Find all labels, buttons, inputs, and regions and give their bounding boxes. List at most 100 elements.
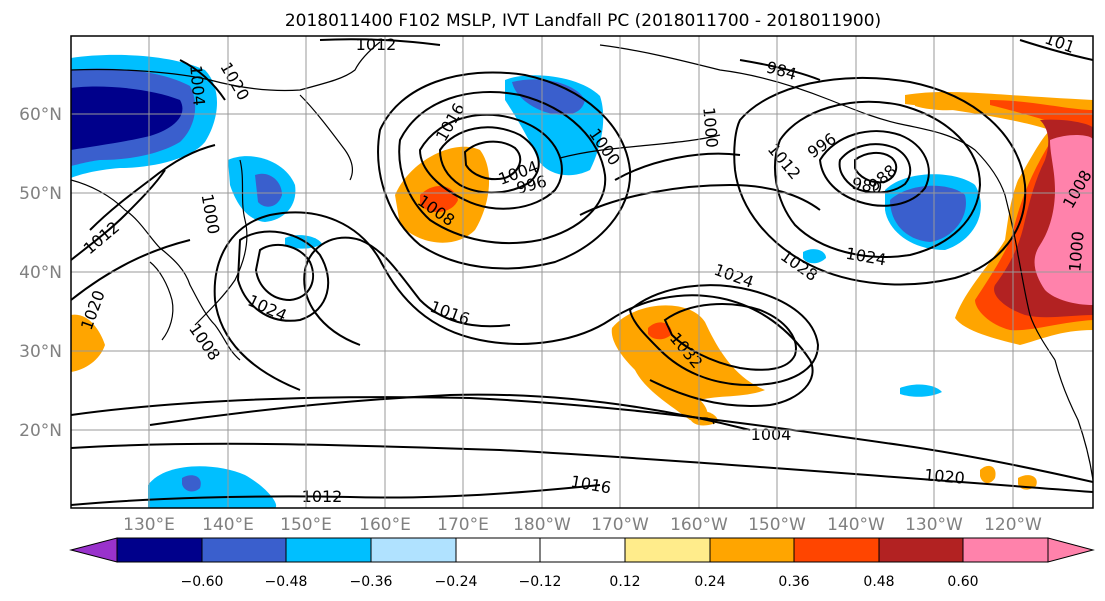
colorbar-tick-label: 0.60 [947,574,978,590]
map-frame [70,35,1094,509]
lat-label: 50°N [19,184,62,204]
coastline-asia [71,179,241,361]
colorbar-right-extension [1047,537,1095,563]
colorbar-segment [962,537,1049,563]
map-panel: 1012 1020 1004 1000 1012 1020 1024 1008 … [70,35,1094,509]
ivt-shading [71,54,1093,508]
negative-anomaly-small [803,249,826,264]
negative-anomaly-small-2 [900,384,942,397]
positive-anomaly-small-right [980,465,996,484]
coastlines [71,41,1093,481]
contour-label: 1004 [186,64,208,106]
longitude-labels: 130°E 140°E 150°E 160°E 170°E 180°W 170°… [123,515,1042,535]
latitude-labels: 60°N 50°N 40°N 30°N 20°N [19,105,62,441]
contour-line [398,91,607,245]
lon-label: 140°E [202,515,254,535]
contour-line [838,143,912,194]
contour-line [236,230,330,322]
lon-label: 180°W [513,515,571,535]
positive-anomaly-left [71,314,105,372]
positive-anomaly-north-pacific-core [420,185,458,213]
contour-label: 1004 [751,425,792,444]
coastline-alaska [599,44,1006,196]
lon-label: 130°E [123,515,175,535]
gridlines [71,36,1093,508]
colorbar-segment [539,537,626,563]
lon-label: 130°W [905,515,963,535]
colorbar: −0.60 −0.48 −0.36 −0.24 −0.12 0.12 0.24 … [69,537,1095,590]
contour-line [71,239,191,301]
contour-line [739,59,821,81]
colorbar-segment [624,537,711,563]
contour-label: 1000 [1065,230,1087,272]
contour-line [303,236,511,346]
lon-label: 150°W [748,515,806,535]
contour-label: 1020 [923,465,965,487]
colorbar-segment [793,537,880,563]
positive-anomaly-subtropical-core [648,322,672,340]
contour-line [71,169,166,261]
negative-anomaly-japan-small [285,235,322,249]
contour-label: 1012 [356,35,397,54]
contour-line [628,284,820,387]
contour-line [1019,39,1093,61]
lat-label: 20°N [19,421,62,441]
colorbar-left-extension [69,537,118,563]
lon-label: 170°E [437,515,489,535]
lon-label: 170°W [591,515,649,535]
colorbar-segment [201,537,287,563]
colorbar-tick-label: 0.36 [778,574,809,590]
lat-label: 40°N [19,263,62,283]
contour-line [614,152,741,181]
coastline-mexico [1054,359,1093,481]
negative-anomaly-asia-core [71,86,183,150]
coastline-na-west [1004,194,1056,361]
positive-anomaly-west-coast-core [1034,135,1093,305]
contour-line [71,484,601,506]
contour-line [818,130,930,207]
contour-line [733,76,1027,286]
lat-label: 60°N [19,105,62,125]
contour-line [179,59,226,101]
contour-line [71,396,1093,483]
mslp-contours [71,38,1093,506]
colorbar-tick-label: −0.36 [350,574,393,590]
contour-line [149,393,751,431]
colorbar-tick-label: 0.48 [863,574,894,590]
contour-label: 1000 [699,106,721,148]
coastline-siberia [71,41,381,92]
contour-label: 1012 [302,487,343,506]
contour-line [71,442,1093,493]
colorbar-tick-label: −0.48 [265,574,308,590]
lat-label: 30°N [19,342,62,362]
colorbar-tick-label: −0.24 [435,574,478,590]
negative-anomaly-japan-core [255,173,282,207]
contour-line [774,101,982,258]
colorbar-segment [370,537,457,563]
contour-line [438,126,540,194]
lon-label: 150°E [280,515,332,535]
figure-title: 2018011400 F102 MSLP, IVT Landfall PC (2… [285,11,881,31]
colorbar-segment [285,537,372,563]
negative-anomaly-south-core [182,475,201,492]
contour-line [663,303,797,371]
colorbar-segment [878,537,964,563]
lon-label: 120°W [984,515,1042,535]
lon-label: 140°W [827,515,885,535]
contour-line [319,38,441,46]
colorbar-segment [455,537,541,563]
coastline-korea [149,261,174,341]
colorbar-tick-label: −0.12 [519,574,562,590]
lon-label: 160°E [359,515,411,535]
contour-line [377,71,632,270]
contour-line [579,183,821,216]
colorbar-tick-label: 0.12 [609,574,640,590]
colorbar-tick-label: −0.60 [181,574,224,590]
coastline-japan [194,159,248,326]
colorbar-tick-label: 0.24 [694,574,725,590]
contour-line [89,144,216,231]
lon-label: 160°W [670,515,728,535]
coastline-aleutians [559,134,721,159]
colorbar-segment [116,537,203,563]
